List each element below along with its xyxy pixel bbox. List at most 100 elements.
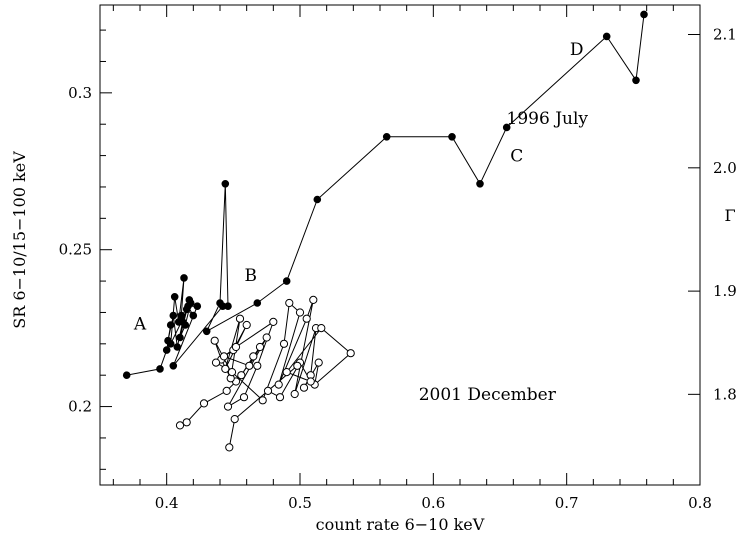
data-point bbox=[230, 415, 239, 424]
ticks: 0.4 0.5 0.6 0.7 0.8 0.2 0.25 0.3 1.8 1.9 2.0 2.1 bbox=[59, 5, 737, 512]
right-axis-tick-label: 1.8 bbox=[713, 385, 737, 403]
data-point bbox=[224, 302, 232, 311]
data-point bbox=[184, 302, 192, 311]
data-point bbox=[262, 333, 271, 342]
x-tick-label: 0.5 bbox=[288, 494, 312, 512]
data-point bbox=[169, 362, 178, 370]
data-point bbox=[302, 314, 311, 323]
data-point bbox=[275, 393, 285, 402]
data-point bbox=[313, 195, 322, 204]
data-point bbox=[382, 133, 391, 141]
data-point bbox=[448, 133, 456, 141]
data-point bbox=[177, 311, 186, 320]
annotation-label: A bbox=[133, 315, 147, 335]
x-axis-label: count rate 6−10 keV bbox=[316, 515, 485, 534]
data-point bbox=[255, 342, 265, 352]
x-tick-label: 0.8 bbox=[688, 494, 712, 512]
data-point bbox=[279, 339, 289, 348]
data-point bbox=[314, 358, 323, 367]
data-point bbox=[258, 396, 267, 405]
data-point bbox=[640, 10, 648, 19]
data-point bbox=[225, 443, 234, 452]
x-tick-label: 0.4 bbox=[155, 494, 179, 512]
x-tick-label: 0.6 bbox=[421, 494, 445, 512]
data-point bbox=[227, 368, 237, 377]
data-point bbox=[176, 333, 184, 342]
data-point bbox=[502, 123, 511, 132]
data-point bbox=[181, 321, 190, 329]
y-axis-label: SR 6−10/15−100 keV bbox=[10, 151, 29, 329]
series-1996-july bbox=[122, 10, 648, 380]
data-point bbox=[274, 380, 283, 389]
data-point bbox=[221, 180, 230, 188]
data-point bbox=[263, 386, 273, 395]
x-tick-label: 0.7 bbox=[555, 494, 579, 512]
data-point bbox=[219, 352, 229, 361]
data-point bbox=[170, 293, 179, 301]
data-point bbox=[156, 365, 164, 373]
series-line bbox=[179, 299, 352, 448]
right-axis-label: Γ bbox=[724, 206, 735, 225]
data-point bbox=[162, 346, 171, 354]
data-point bbox=[189, 311, 198, 320]
data-point bbox=[199, 399, 209, 408]
data-point bbox=[253, 299, 262, 307]
annotation-label: C bbox=[510, 147, 523, 167]
data-point bbox=[306, 377, 315, 386]
series-line bbox=[126, 14, 645, 376]
data-point bbox=[173, 343, 182, 351]
data-point bbox=[346, 349, 355, 358]
series-2001-december bbox=[175, 295, 355, 452]
right-axis-tick-label: 2.0 bbox=[713, 159, 737, 177]
annotations: A B C D 1996 July 2001 December bbox=[133, 40, 589, 405]
data-point bbox=[253, 361, 262, 370]
data-point bbox=[175, 421, 185, 430]
data-point bbox=[290, 389, 299, 399]
data-point bbox=[242, 320, 251, 330]
annotation-label: D bbox=[570, 40, 584, 60]
data-point bbox=[202, 327, 211, 336]
data-point bbox=[295, 308, 305, 317]
data-point bbox=[193, 302, 202, 311]
data-point bbox=[174, 318, 183, 326]
series-layer bbox=[122, 10, 648, 452]
annotation-label: 1996 July bbox=[507, 109, 589, 129]
data-point bbox=[222, 386, 231, 395]
data-point bbox=[239, 393, 249, 402]
data-point bbox=[282, 277, 291, 285]
data-point bbox=[216, 299, 224, 307]
data-point bbox=[182, 418, 191, 427]
data-point bbox=[282, 368, 291, 377]
annotation-label: 2001 December bbox=[419, 385, 557, 405]
data-point bbox=[122, 371, 131, 380]
data-point bbox=[476, 180, 484, 188]
plot-area-border bbox=[99, 4, 701, 486]
data-point bbox=[166, 340, 175, 348]
data-point bbox=[317, 324, 326, 333]
data-point bbox=[221, 364, 230, 373]
data-point bbox=[211, 358, 221, 367]
data-point bbox=[210, 336, 219, 345]
data-point bbox=[269, 317, 278, 326]
y-tick-label: 0.25 bbox=[59, 241, 92, 259]
right-axis-tick-label: 2.1 bbox=[713, 25, 737, 43]
data-point bbox=[235, 314, 245, 323]
right-axis-tick-label: 1.9 bbox=[713, 282, 737, 300]
y-tick-label: 0.2 bbox=[68, 398, 92, 416]
data-point bbox=[223, 402, 233, 411]
data-point bbox=[245, 361, 254, 370]
data-point bbox=[285, 298, 294, 308]
data-point bbox=[166, 321, 175, 329]
data-point bbox=[602, 32, 611, 41]
data-point bbox=[249, 352, 258, 361]
data-point bbox=[231, 342, 241, 352]
plot-frame bbox=[99, 4, 701, 486]
data-point bbox=[180, 274, 188, 282]
data-point bbox=[237, 371, 246, 380]
annotation-label: B bbox=[244, 266, 257, 286]
data-point bbox=[632, 76, 640, 85]
data-point bbox=[299, 383, 309, 392]
data-point bbox=[309, 295, 318, 304]
y-tick-label: 0.3 bbox=[68, 84, 92, 102]
